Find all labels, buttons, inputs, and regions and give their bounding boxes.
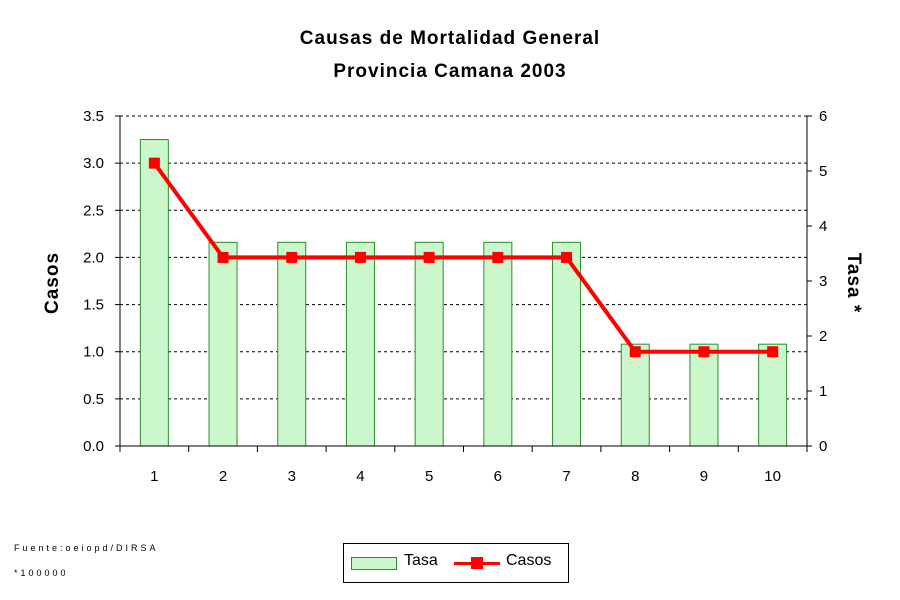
- x-tick-label: 4: [356, 468, 364, 485]
- y-left-tick-label: 1.0: [83, 344, 104, 361]
- x-tick-label: 8: [631, 468, 639, 485]
- y-axis-right-label: Tasa *: [843, 252, 864, 314]
- y-left-tick-label: 3.5: [83, 108, 104, 125]
- y-left-tick-label: 2.5: [83, 202, 104, 219]
- casos-point-9: [698, 346, 710, 358]
- y-left-tick-label: 0.5: [83, 391, 104, 408]
- bar-6: [483, 241, 513, 447]
- bar-2: [208, 241, 238, 447]
- y-left-tick-label: 1.5: [83, 297, 104, 314]
- legend: Tasa Casos: [343, 543, 569, 583]
- bar-3: [277, 241, 307, 447]
- x-tick-label: 5: [425, 468, 433, 485]
- x-tick-label: 9: [700, 468, 708, 485]
- y-axis-left-label: Casos: [42, 251, 63, 315]
- x-tick-label: 7: [562, 468, 570, 485]
- y-right-tick-label: 6: [819, 108, 827, 125]
- casos-point-10: [767, 346, 779, 358]
- casos-point-4: [354, 251, 366, 263]
- legend-swatch-tasa: [351, 557, 397, 570]
- chart-title: Causas de Mortalidad General: [299, 28, 601, 49]
- bar-4: [345, 241, 375, 447]
- bar-series: [139, 139, 788, 447]
- y-right-tick-label: 1: [819, 383, 827, 400]
- casos-point-1: [148, 157, 160, 169]
- x-tick-label: 2: [219, 468, 227, 485]
- casos-point-6: [492, 251, 504, 263]
- y-right-tick-label: 4: [819, 218, 827, 235]
- bar-5: [414, 241, 444, 447]
- axes: [115, 115, 812, 452]
- y-left-tick-label: 2.0: [83, 249, 104, 266]
- bar-8: [620, 343, 650, 447]
- y-right-tick-label: 5: [819, 163, 827, 180]
- x-tick-label: 10: [764, 468, 781, 485]
- legend-label-casos: Casos: [506, 552, 552, 569]
- tick-labels: 0.0 0.5 1.0 1.5 2.0 2.5 3.0 3.5 0 1 2 3 4 5 6 1 2 3 4 5 6 7 8 9…: [83, 108, 827, 485]
- casos-point-3: [286, 251, 298, 263]
- y-right-tick-label: 0: [819, 438, 827, 455]
- x-tick-label: 3: [288, 468, 296, 485]
- casos-line: [152, 161, 773, 354]
- source-note: Fuente:oeiopd/DIRSA: [14, 543, 159, 553]
- legend-swatch-casos-marker: [471, 557, 483, 569]
- casos-point-7: [561, 251, 573, 263]
- bar-10: [758, 343, 788, 447]
- x-tick-label: 1: [150, 468, 158, 485]
- casos-point-5: [423, 251, 435, 263]
- chart-subtitle: Provincia Camana 2003: [333, 61, 567, 82]
- bar-9: [689, 343, 719, 447]
- y-right-tick-label: 3: [819, 273, 827, 290]
- y-left-tick-label: 0.0: [83, 438, 104, 455]
- line-series: [148, 157, 779, 358]
- y-left-tick-label: 3.0: [83, 155, 104, 172]
- rate-footnote: *100000: [14, 568, 69, 578]
- x-tick-label: 6: [494, 468, 502, 485]
- bar-1: [139, 139, 169, 447]
- casos-point-2: [217, 251, 229, 263]
- legend-label-tasa: Tasa: [404, 552, 438, 569]
- casos-point-8: [629, 346, 641, 358]
- y-right-tick-label: 2: [819, 328, 827, 345]
